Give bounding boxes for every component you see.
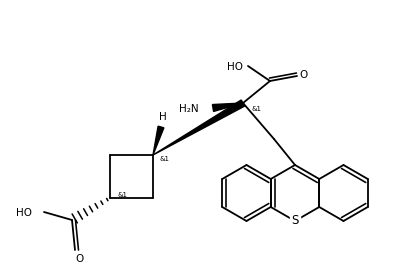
- Text: &1: &1: [252, 106, 262, 112]
- Text: &1: &1: [160, 156, 170, 162]
- Text: O: O: [300, 70, 308, 80]
- Text: H: H: [159, 112, 167, 122]
- Text: S: S: [291, 214, 299, 227]
- Polygon shape: [153, 100, 245, 155]
- Text: O: O: [76, 254, 84, 264]
- Polygon shape: [212, 103, 243, 111]
- Text: H₂N: H₂N: [179, 104, 199, 114]
- Text: HO: HO: [227, 62, 243, 72]
- Text: HO: HO: [16, 208, 32, 218]
- Text: &1: &1: [117, 192, 127, 198]
- Polygon shape: [153, 126, 164, 155]
